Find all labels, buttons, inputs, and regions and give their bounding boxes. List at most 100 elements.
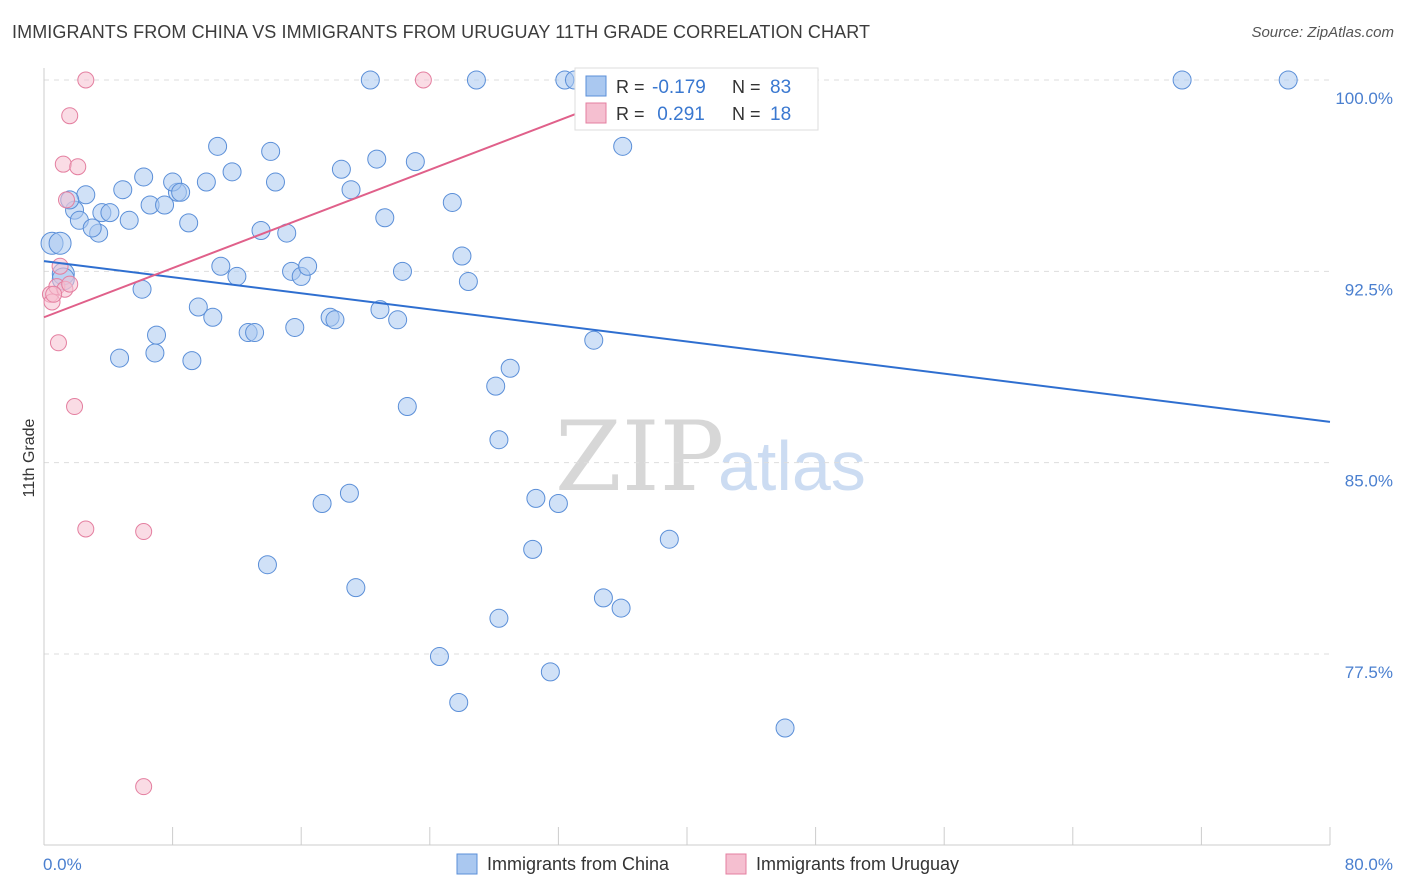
china-point-57	[584, 330, 604, 350]
series-legend-china: Immigrants from China	[487, 854, 670, 874]
china-point-70	[611, 598, 631, 618]
china-point-58	[500, 358, 520, 378]
china-point-74	[540, 662, 560, 682]
china-point-47	[110, 348, 130, 368]
china-point-49	[182, 351, 202, 371]
china-point-32	[325, 310, 345, 330]
china-point-25	[261, 141, 281, 161]
china-point-79	[147, 325, 167, 345]
uruguay-point-10	[77, 71, 95, 89]
china-point-4	[76, 185, 96, 205]
china-point-60	[397, 397, 417, 417]
china-point-26	[265, 172, 285, 192]
x-tick-label-1: 80.0%	[1345, 855, 1393, 874]
y-axis-label: 11th Grade	[21, 418, 38, 497]
china-point-52	[360, 70, 380, 90]
y-tick-label-1: 92.5%	[1345, 280, 1393, 299]
chart-title: IMMIGRANTS FROM CHINA VS IMMIGRANTS FROM…	[12, 22, 871, 42]
china-point-9	[113, 180, 133, 200]
china-point-1	[48, 231, 72, 255]
china-point-14	[155, 195, 175, 215]
china-point-72	[489, 608, 509, 628]
china-point-21	[208, 136, 228, 156]
china-point-18	[179, 213, 199, 233]
uruguay-point-8	[69, 158, 87, 176]
china-point-75	[449, 692, 469, 712]
china-point-73	[429, 647, 449, 667]
tick-labels: 100.0% 92.5% 85.0% 77.5% 0.0% 80.0%	[43, 89, 1393, 874]
uruguay-point-17	[61, 275, 79, 293]
uruguay-point-13	[77, 520, 95, 538]
china-point-42	[458, 272, 478, 292]
china-point-65	[548, 493, 568, 513]
stats-legend-box	[574, 67, 819, 131]
china-point-10	[119, 210, 139, 230]
china-point-61	[489, 430, 509, 450]
axes	[43, 68, 1331, 846]
x-tick-label-0: 0.0%	[43, 855, 82, 874]
legend-swatch-china	[585, 75, 607, 97]
china-point-50	[405, 152, 425, 172]
legend-swatch-uruguay	[585, 102, 607, 124]
china-point-43	[203, 307, 223, 327]
china-point-12	[134, 167, 154, 187]
legend-china-n-value: 83	[770, 77, 791, 98]
china-point-36	[370, 300, 390, 320]
legend-china-r-label: R =	[616, 77, 645, 97]
china-point-17	[171, 182, 191, 202]
china-point-8	[100, 203, 120, 223]
china-point-78	[82, 218, 102, 238]
china-point-71	[593, 588, 613, 608]
china-point-37	[375, 208, 395, 228]
china-point-64	[526, 488, 546, 508]
china-point-30	[298, 256, 318, 276]
uruguay-point-3	[51, 257, 69, 275]
china-point-41	[452, 246, 472, 266]
china-point-67	[257, 555, 277, 575]
y-tick-label-2: 85.0%	[1345, 472, 1393, 491]
uruguay-point-7	[54, 155, 72, 173]
uruguay-point-16	[45, 285, 63, 303]
trend-lines	[43, 79, 1331, 423]
china-point-39	[388, 310, 408, 330]
china-point-22	[222, 162, 242, 182]
legend-uruguay-n-label: N =	[732, 104, 761, 124]
china-point-48	[145, 343, 165, 363]
y-tick-label-3: 77.5%	[1345, 663, 1393, 682]
china-point-77	[211, 256, 231, 276]
china-point-66	[659, 529, 679, 549]
china-point-45	[245, 323, 265, 343]
china-point-56	[613, 136, 633, 156]
china-point-34	[341, 180, 361, 200]
china-point-51	[466, 70, 486, 90]
series-legend-uruguay: Immigrants from Uruguay	[756, 854, 959, 874]
uruguay-point-14	[135, 523, 153, 541]
china-point-40	[442, 192, 462, 212]
uruguay-point-11	[414, 71, 432, 89]
watermark-atlas: atlas	[718, 427, 866, 505]
series-legend: Immigrants from China Immigrants from Ur…	[456, 853, 959, 875]
uruguay-trend-line	[43, 79, 665, 319]
source-label: Source: ZipAtlas.com	[1251, 24, 1394, 41]
china-point-69	[346, 578, 366, 598]
china-point-46	[285, 317, 305, 337]
china-point-63	[339, 483, 359, 503]
china-point-38	[392, 261, 412, 281]
y-tick-label-0: 100.0%	[1335, 89, 1393, 108]
china-point-35	[367, 149, 387, 169]
legend-uruguay-r-value: 0.291	[652, 104, 705, 125]
uruguay-point-9	[61, 107, 79, 125]
uruguay-points	[41, 71, 432, 796]
china-trend-line	[43, 260, 1331, 423]
china-point-76	[775, 718, 795, 738]
legend-china-n-label: N =	[732, 77, 761, 97]
uruguay-point-12	[66, 398, 84, 416]
series-legend-swatch-uruguay	[725, 853, 747, 875]
uruguay-point-5	[49, 334, 67, 352]
legend-uruguay-n-value: 18	[770, 104, 791, 125]
uruguay-point-6	[58, 191, 76, 209]
china-point-62	[312, 493, 332, 513]
series-legend-swatch-china	[456, 853, 478, 875]
china-point-59	[486, 376, 506, 396]
